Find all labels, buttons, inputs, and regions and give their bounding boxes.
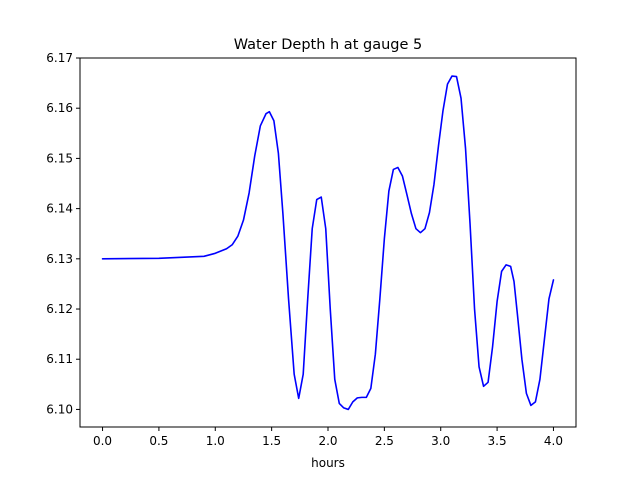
y-tick-label: 6.17	[46, 51, 73, 65]
x-tick-label: 1.0	[206, 434, 225, 448]
y-tick-label: 6.15	[46, 151, 73, 165]
y-tick-label: 6.16	[46, 101, 73, 115]
x-tick-label: 3.5	[488, 434, 507, 448]
x-tick-label: 4.0	[544, 434, 563, 448]
y-tick-label: 6.13	[46, 252, 73, 266]
x-axis: 0.0 0.5 1.0 1.5 2.0 2.5 3.0 3.5 4.0	[93, 427, 563, 448]
x-tick-label: 0.0	[93, 434, 112, 448]
x-tick-label: 2.5	[375, 434, 394, 448]
x-tick-label: 0.5	[149, 434, 168, 448]
x-tick-label: 3.0	[431, 434, 450, 448]
x-axis-label: hours	[311, 456, 345, 470]
series-line-0	[101, 75, 555, 411]
x-tick-label: 2.0	[318, 434, 337, 448]
y-tick-label: 6.10	[46, 402, 73, 416]
data-layer	[101, 75, 555, 411]
y-tick-label: 6.14	[46, 202, 73, 216]
y-tick-label: 6.11	[46, 352, 73, 366]
chart-title: Water Depth h at gauge 5	[234, 37, 422, 53]
x-tick-label: 1.5	[262, 434, 281, 448]
plot-area	[80, 58, 576, 427]
y-tick-label: 6.12	[46, 302, 73, 316]
y-axis: 6.10 6.11 6.12 6.13 6.14 6.15 6.16 6.17	[46, 51, 80, 416]
